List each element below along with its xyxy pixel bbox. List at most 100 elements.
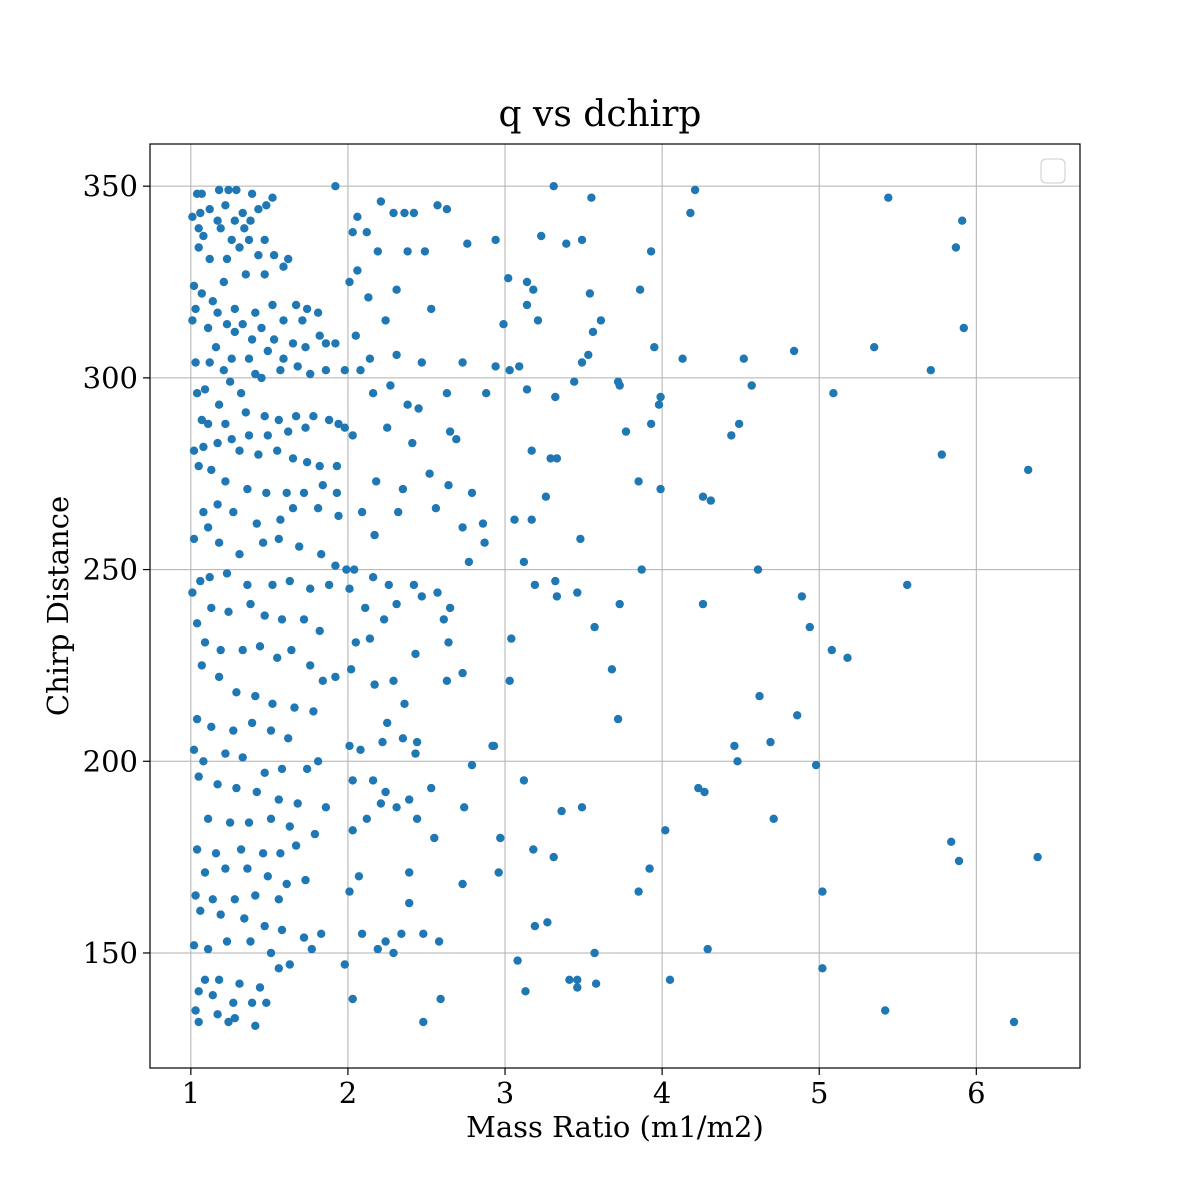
data-point xyxy=(686,208,695,218)
data-point xyxy=(284,734,293,743)
data-point xyxy=(345,887,354,896)
data-point xyxy=(287,645,296,655)
data-point xyxy=(260,921,269,931)
data-point xyxy=(199,231,208,241)
data-point xyxy=(285,960,294,969)
chart-title: q vs dchirp xyxy=(499,94,702,135)
data-point xyxy=(199,507,208,517)
data-point xyxy=(317,550,326,559)
data-point xyxy=(480,538,489,547)
data-point xyxy=(246,599,255,609)
data-point xyxy=(232,688,241,697)
data-point xyxy=(527,446,536,455)
data-point xyxy=(650,343,659,352)
data-point xyxy=(529,845,538,854)
data-point xyxy=(591,979,601,988)
data-point xyxy=(698,492,708,501)
data-point xyxy=(398,484,408,494)
data-point xyxy=(279,262,288,271)
data-point xyxy=(365,354,375,363)
data-point xyxy=(549,852,558,862)
tick-labels: 1 2 3 4 5 6 150 200 250 300 350 xyxy=(83,169,986,1110)
data-point xyxy=(255,983,265,992)
data-point xyxy=(420,247,430,256)
data-point xyxy=(433,201,442,210)
x-tick-label: 3 xyxy=(496,1076,514,1110)
data-point xyxy=(302,458,312,467)
data-point xyxy=(370,530,379,540)
data-point xyxy=(230,327,239,337)
data-point xyxy=(409,580,419,590)
data-point xyxy=(241,270,250,279)
data-point xyxy=(203,523,213,532)
data-point xyxy=(489,741,499,751)
data-point xyxy=(219,277,228,287)
data-point xyxy=(324,580,334,590)
data-point xyxy=(596,316,606,325)
data-point xyxy=(260,768,269,777)
data-point xyxy=(282,879,291,889)
data-point xyxy=(405,898,414,908)
data-point xyxy=(189,745,199,754)
data-point xyxy=(405,868,414,877)
data-point xyxy=(224,185,233,195)
data-point xyxy=(348,826,357,835)
data-point xyxy=(211,849,221,858)
data-point xyxy=(353,212,362,221)
data-point xyxy=(634,887,643,896)
plot-frame xyxy=(149,143,1081,1069)
data-point xyxy=(951,243,961,252)
data-point xyxy=(510,515,519,524)
data-point xyxy=(208,991,217,1000)
data-point xyxy=(530,921,540,931)
data-point xyxy=(299,933,309,942)
data-point xyxy=(332,461,342,471)
data-point xyxy=(309,412,318,421)
data-point xyxy=(227,435,236,444)
data-point xyxy=(646,419,656,429)
data-point xyxy=(254,450,263,459)
data-point xyxy=(306,369,315,379)
data-point xyxy=(348,431,357,440)
data-point xyxy=(753,565,763,574)
data-point xyxy=(345,741,354,751)
data-point xyxy=(522,277,532,287)
data-point xyxy=(403,400,412,409)
data-point xyxy=(703,944,712,954)
y-tick-label: 350 xyxy=(83,169,138,203)
data-point xyxy=(513,956,522,965)
data-point xyxy=(244,431,254,440)
data-point xyxy=(211,343,221,352)
data-point xyxy=(427,304,436,314)
data-point xyxy=(236,389,246,398)
data-point xyxy=(235,446,244,455)
data-point xyxy=(189,534,199,544)
data-point xyxy=(331,182,340,191)
data-point xyxy=(263,346,272,356)
data-point xyxy=(730,741,739,751)
data-point xyxy=(398,734,408,743)
data-point xyxy=(244,818,254,827)
data-point xyxy=(222,937,232,946)
data-point xyxy=(442,389,452,398)
data-point xyxy=(557,806,566,816)
data-point xyxy=(205,205,214,214)
data-point xyxy=(194,461,203,471)
data-point xyxy=(200,385,210,394)
data-point xyxy=(412,814,422,823)
data-point xyxy=(565,975,574,984)
data-point xyxy=(590,948,599,958)
data-point xyxy=(368,389,378,398)
data-point xyxy=(494,868,503,877)
data-point xyxy=(213,780,222,789)
data-point xyxy=(266,814,276,823)
data-point xyxy=(227,354,236,363)
data-point xyxy=(350,565,359,574)
data-point xyxy=(321,339,331,348)
data-point xyxy=(269,335,279,344)
data-point xyxy=(214,400,224,409)
data-point xyxy=(230,1014,239,1023)
data-point xyxy=(577,235,587,245)
data-point xyxy=(436,994,445,1004)
data-point xyxy=(192,714,202,724)
